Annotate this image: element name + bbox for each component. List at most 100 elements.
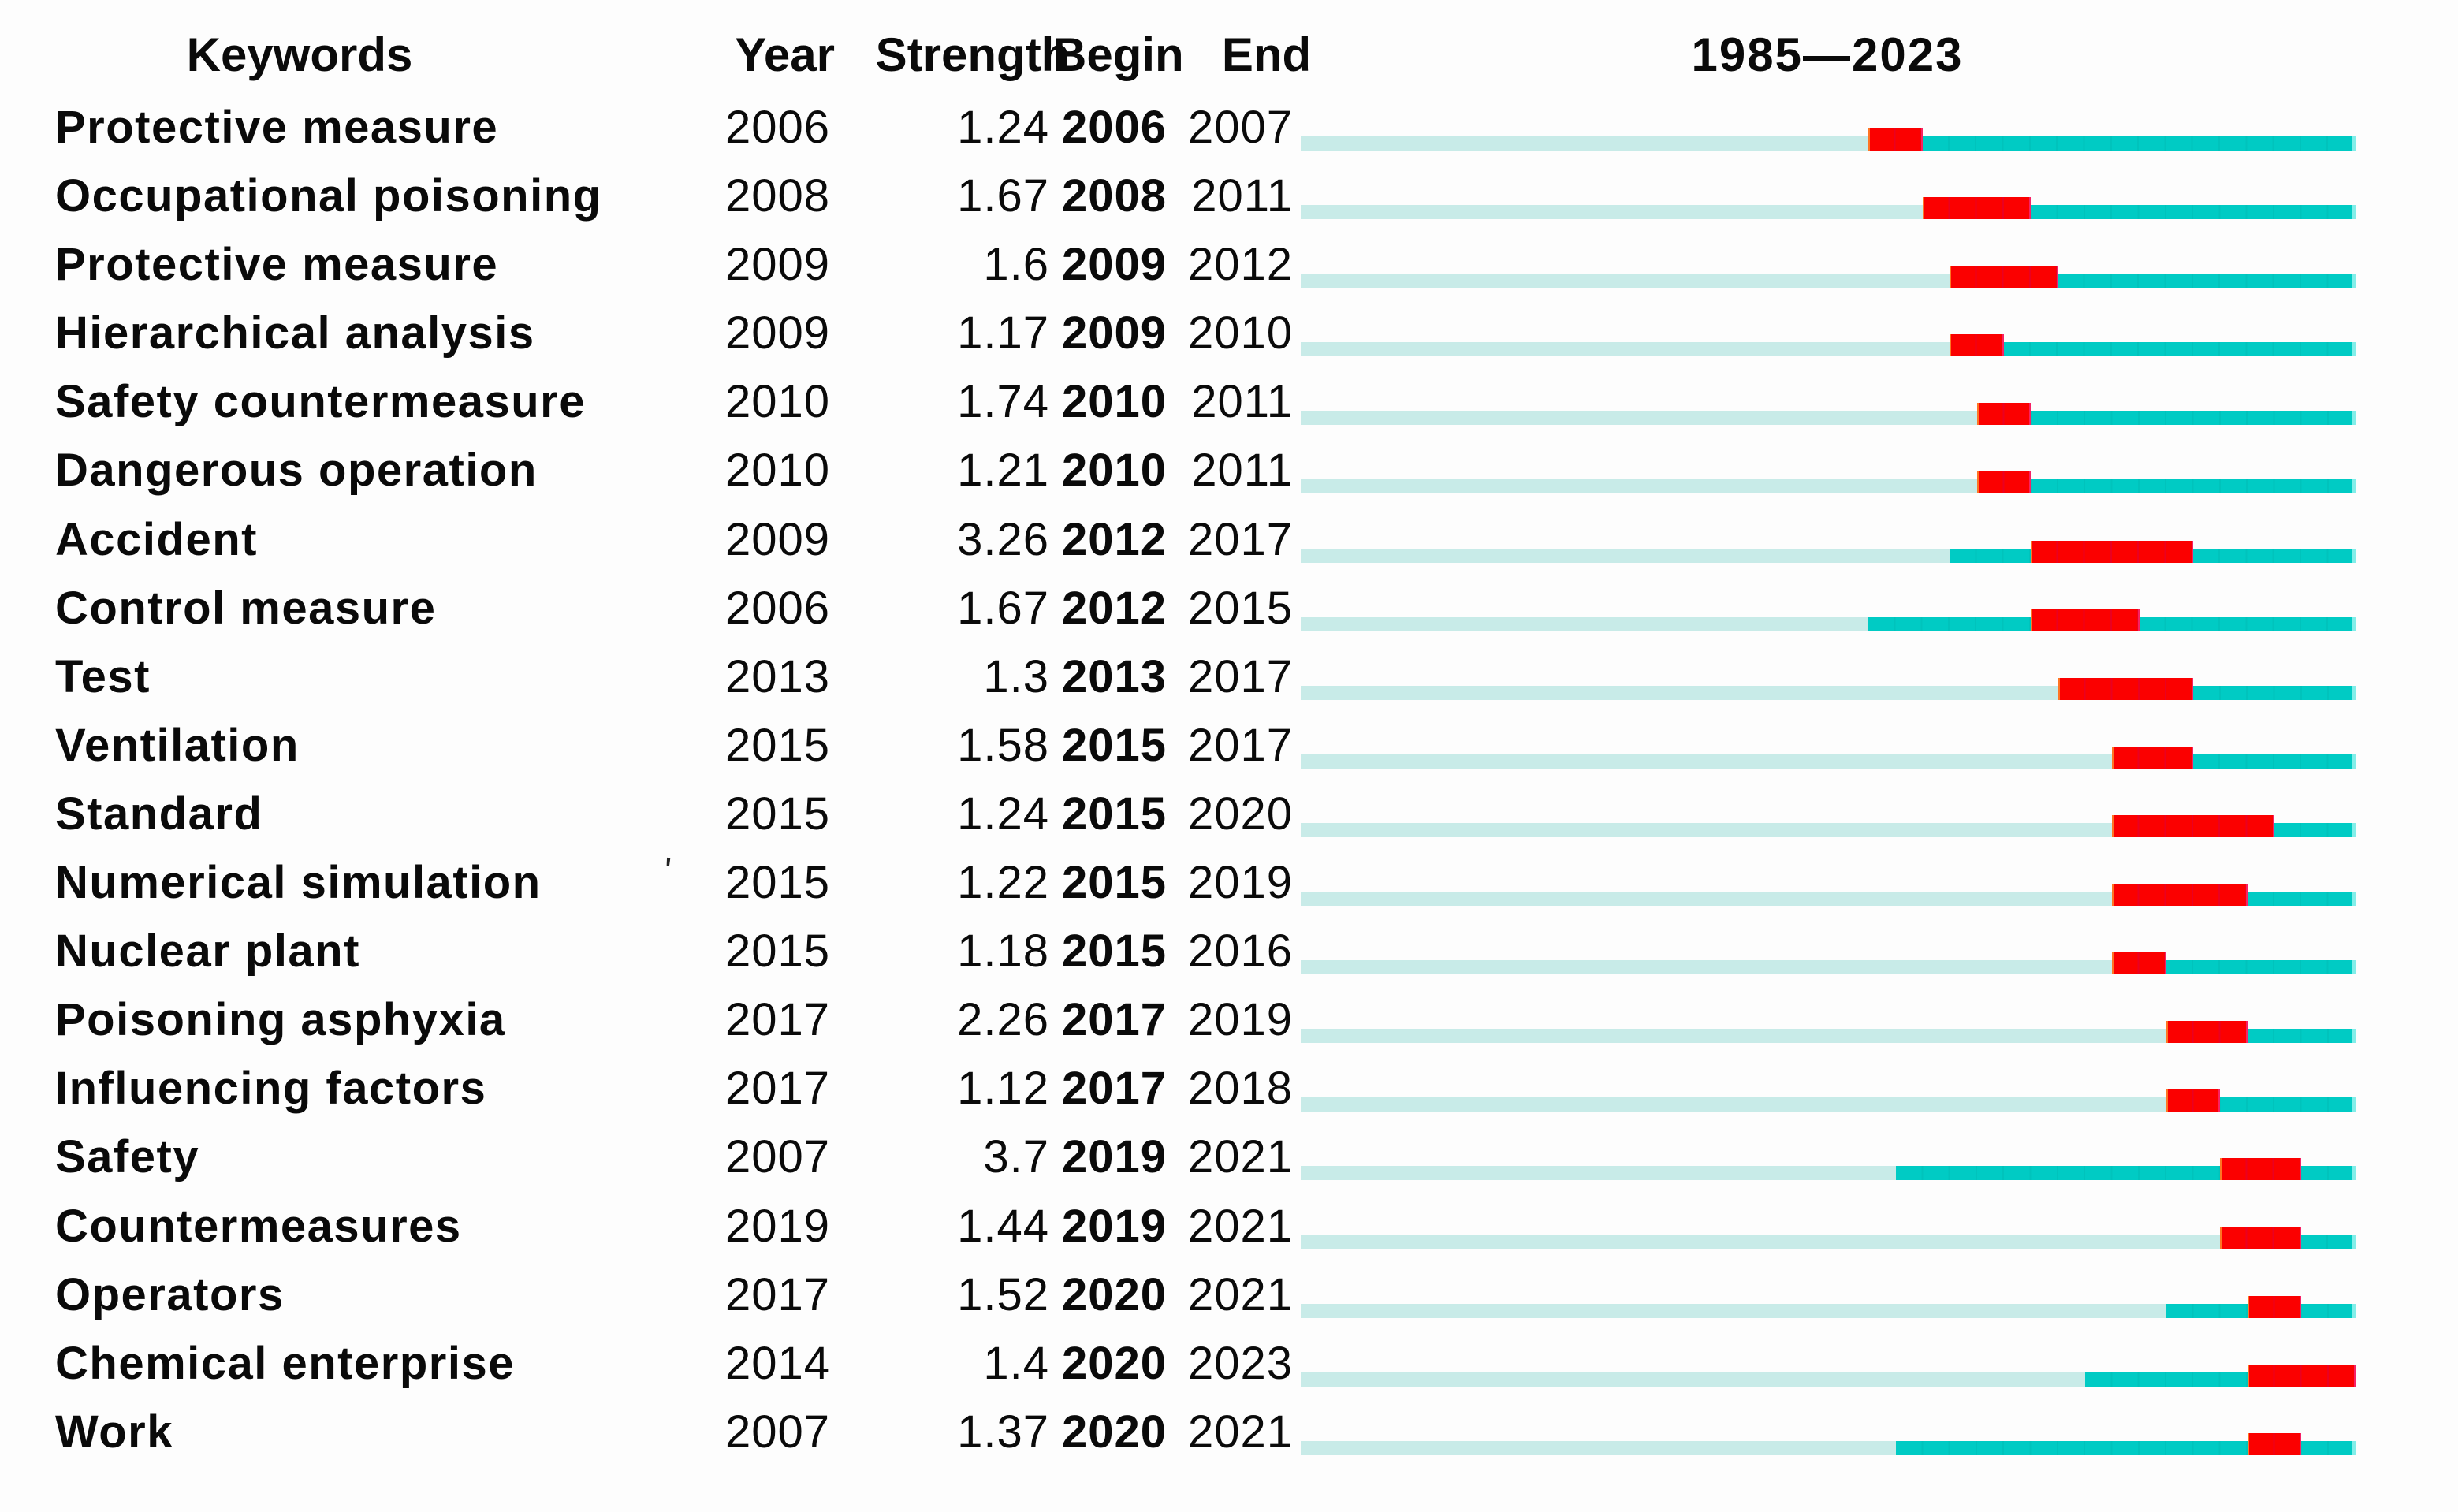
year-value: 2015 [724,925,830,978]
burst-row: Protective measure 2006 1.24 2006 2007 [0,102,2458,178]
burst-timeline [1299,590,2356,659]
end-value: 2016 [1187,925,1293,978]
burst-row: Occupational poisoning 2008 1.67 2008 20… [0,170,2458,247]
keyword-label: Hierarchical analysis [55,307,535,359]
strength-value: 2.26 [957,994,1049,1046]
year-value: 2015 [724,788,830,840]
begin-value: 2015 [1061,925,1167,978]
strength-value: 3.26 [957,513,1049,565]
burst-period-bar [1923,197,2032,220]
begin-value: 2008 [1061,170,1167,222]
strength-value: 1.17 [957,307,1049,359]
burst-period-bar [1976,471,2032,494]
keyword-label: Protective measure [55,102,499,153]
burst-period-bar [2112,814,2275,837]
end-value: 2011 [1191,445,1293,497]
burst-period-bar [2112,952,2166,975]
begin-value: 2015 [1061,857,1167,909]
begin-value: 2009 [1061,307,1167,359]
burst-row: Hierarchical analysis 2009 1.17 2009 201… [0,307,2458,384]
burst-period-bar [2031,540,2194,563]
keyword-label: Safety countermeasure [55,376,586,428]
strength-value: 1.6 [983,239,1049,291]
end-value: 2021 [1187,1200,1293,1252]
burst-period-bar [2166,1021,2248,1044]
burst-timeline [1299,247,2356,315]
burst-timeline [1299,1002,2356,1071]
begin-value: 2019 [1061,1200,1167,1252]
burst-row: Safety countermeasure 2010 1.74 2010 201… [0,376,2458,452]
keyword-label: Protective measure [55,239,499,291]
end-value: 2011 [1191,376,1293,428]
burst-period-bar [2247,1295,2302,1318]
strength-value: 3.7 [983,1131,1049,1183]
burst-row: Work 2007 1.37 2020 2021 [0,1406,2458,1483]
strength-value: 1.58 [957,719,1049,771]
keyword-label: Occupational poisoning [55,170,602,222]
burst-timeline [1299,522,2356,590]
timeline-track [1301,960,2356,975]
active-period-bar [1976,411,2356,426]
burst-timeline [1299,178,2356,247]
active-period-bar [2112,960,2356,975]
end-value: 2019 [1187,994,1293,1046]
timeline-track [1301,822,2356,837]
burst-period-bar [2247,1364,2356,1387]
keyword-label: Influencing factors [55,1063,487,1115]
end-value: 2012 [1187,239,1293,291]
end-value: 2017 [1187,719,1293,771]
strength-value: 1.12 [957,1063,1049,1115]
burst-timeline [1299,728,2356,796]
strength-value: 1.44 [957,1200,1049,1252]
burst-row: Test 2013 1.3 2013 2017 [0,651,2458,728]
begin-value: 2013 [1061,650,1167,702]
begin-value: 2006 [1061,102,1167,153]
burst-period-bar [2031,609,2140,631]
burst-timeline [1299,1277,2356,1346]
burst-period-bar [2220,1227,2302,1249]
year-value: 2009 [724,307,830,359]
keyword-label: Standard [55,788,263,840]
year-value: 2019 [724,1200,830,1252]
end-value: 2018 [1187,1063,1293,1115]
burst-row: Standard 2015 1.24 2015 2020 [0,788,2458,865]
strength-value: 1.3 [983,650,1049,702]
year-value: 2006 [724,582,830,634]
strength-value: 1.22 [957,857,1049,909]
burst-period-bar [1950,334,2004,357]
begin-value: 2012 [1061,513,1167,565]
keyword-label: Countermeasures [55,1200,462,1252]
end-value: 2021 [1187,1268,1293,1320]
year-value: 2010 [724,445,830,497]
end-value: 2020 [1187,788,1293,840]
begin-value: 2015 [1061,788,1167,840]
burst-timeline [1299,110,2356,178]
burst-period-bar [2112,746,2194,769]
burst-row: Operators 2017 1.52 2020 2021 [0,1269,2458,1346]
burst-timeline [1299,315,2356,384]
strength-value: 1.4 [983,1337,1049,1389]
burst-timeline [1299,865,2356,933]
end-value: 2015 [1187,582,1293,634]
year-value: 2007 [724,1406,830,1458]
keyword-label: Chemical enterprise [55,1337,515,1389]
end-value: 2010 [1187,307,1293,359]
year-value: 2017 [724,1268,830,1320]
burst-period-bar [2166,1089,2221,1112]
strength-value: 1.67 [957,582,1049,634]
burst-row: Protective measure 2009 1.6 2009 2012 [0,239,2458,315]
burst-row: Poisoning asphyxia 2017 2.26 2017 2019 [0,994,2458,1071]
active-period-bar [1976,479,2356,494]
begin-value: 2019 [1061,1131,1167,1183]
active-period-bar [1950,342,2356,357]
burst-period-bar [2247,1432,2302,1455]
year-value: 2009 [724,239,830,291]
year-value: 2010 [724,376,830,428]
burst-row: Nuclear plant 2015 1.18 2015 2016 [0,925,2458,1002]
burst-period-bar [1976,403,2032,426]
begin-value: 2012 [1061,582,1167,634]
begin-value: 2017 [1061,994,1167,1046]
strength-value: 1.24 [957,788,1049,840]
keyword-label: Accident [55,513,258,565]
